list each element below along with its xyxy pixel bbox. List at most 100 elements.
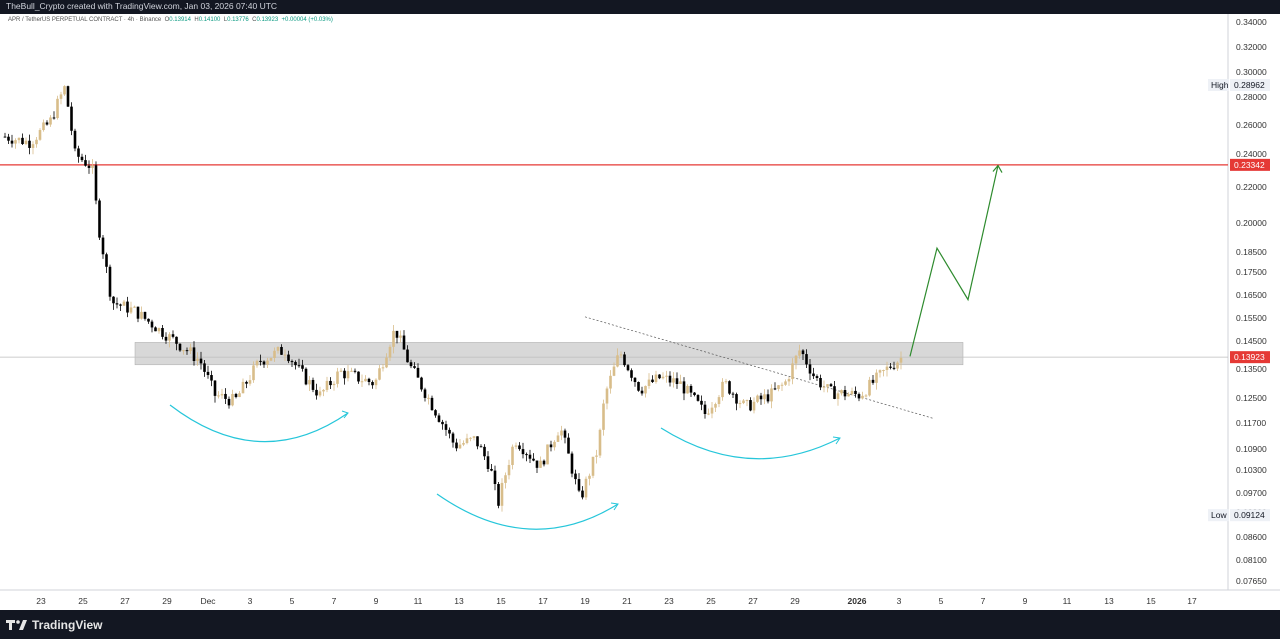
candle-body bbox=[878, 370, 882, 373]
candle-body bbox=[448, 429, 451, 434]
candle-body bbox=[840, 390, 843, 394]
candle-body bbox=[777, 385, 780, 389]
candle-body bbox=[143, 311, 147, 319]
symbol-legend: APR / TetherUS PERPETUAL CONTRACT · 4h ·… bbox=[8, 17, 333, 23]
candle-body bbox=[574, 473, 577, 480]
candle-body bbox=[294, 361, 297, 366]
candle-body bbox=[721, 381, 724, 398]
x-tick-label: 9 bbox=[1023, 596, 1028, 606]
candle-body bbox=[707, 413, 710, 415]
candle-body bbox=[63, 86, 66, 95]
candle-body bbox=[616, 355, 619, 367]
axis-price-tag: High bbox=[1211, 80, 1229, 90]
candle-body bbox=[122, 301, 126, 306]
candle-body bbox=[245, 381, 248, 384]
candle-body bbox=[458, 444, 462, 449]
candle-body bbox=[577, 479, 581, 491]
candle-body bbox=[581, 490, 584, 498]
candle-body bbox=[325, 380, 329, 390]
candle-body bbox=[595, 455, 598, 457]
candle-body bbox=[854, 390, 857, 395]
x-tick-label: 27 bbox=[120, 596, 130, 606]
candle-body bbox=[546, 444, 549, 465]
x-tick-label: 25 bbox=[706, 596, 716, 606]
candle-body bbox=[588, 475, 591, 479]
y-tick-label: 0.24000 bbox=[1236, 149, 1267, 159]
candle-body bbox=[563, 430, 567, 438]
candle-body bbox=[833, 386, 836, 399]
candle-body bbox=[469, 437, 472, 439]
legend-l-label: L bbox=[223, 17, 228, 23]
candle-body bbox=[94, 165, 98, 201]
candle-body bbox=[518, 445, 521, 450]
candle-body bbox=[35, 139, 38, 145]
x-tick-label: 17 bbox=[538, 596, 548, 606]
candle-body bbox=[626, 365, 630, 371]
candle-body bbox=[651, 379, 654, 383]
candle-body bbox=[805, 354, 808, 365]
x-tick-label: 5 bbox=[290, 596, 295, 606]
x-tick-label: 29 bbox=[790, 596, 800, 606]
candle-body bbox=[283, 354, 287, 356]
candle-body bbox=[374, 379, 378, 386]
x-tick-label: 21 bbox=[622, 596, 632, 606]
candle-body bbox=[476, 436, 479, 447]
candle-body bbox=[766, 394, 770, 402]
candle-body bbox=[483, 446, 486, 457]
candle-body bbox=[507, 465, 511, 476]
legend-open: 0.13914 bbox=[169, 17, 191, 23]
y-tick-label: 0.11700 bbox=[1236, 418, 1266, 428]
candle-body bbox=[392, 330, 395, 347]
candle-body bbox=[304, 368, 308, 385]
tradingview-logo-text: TradingView bbox=[32, 618, 103, 632]
candle-body bbox=[609, 375, 612, 389]
candle-body bbox=[861, 395, 864, 399]
candle-body bbox=[427, 397, 430, 399]
y-tick-label: 0.08100 bbox=[1236, 555, 1267, 565]
candle-body bbox=[210, 375, 213, 381]
candle-body bbox=[535, 460, 539, 468]
legend-h-label: H bbox=[194, 17, 199, 23]
candle-body bbox=[633, 377, 637, 383]
legend-change: +0.00004 (+0.03%) bbox=[281, 17, 333, 23]
candle-body bbox=[266, 360, 269, 365]
candle-body bbox=[395, 330, 399, 338]
candle-body bbox=[280, 347, 283, 355]
candle-body bbox=[675, 378, 679, 384]
candle-body bbox=[801, 350, 805, 355]
candle-body bbox=[70, 106, 73, 131]
candle-body bbox=[273, 350, 276, 358]
candle-body bbox=[700, 400, 703, 405]
candle-body bbox=[3, 136, 7, 138]
candle-body bbox=[528, 454, 532, 459]
tradingview-logo[interactable]: TradingView bbox=[6, 617, 102, 633]
candle-body bbox=[234, 393, 238, 398]
candle-body bbox=[696, 395, 700, 401]
candle-body bbox=[703, 404, 707, 415]
axis-price-tag-bg bbox=[1208, 509, 1229, 522]
candle-body bbox=[154, 327, 157, 332]
candle-body bbox=[119, 304, 122, 306]
candle-body bbox=[129, 307, 133, 313]
candle-body bbox=[465, 438, 469, 444]
candle-body bbox=[297, 365, 301, 367]
candle-body bbox=[157, 328, 161, 332]
y-tick-label: 0.10300 bbox=[1236, 465, 1267, 475]
candle-body bbox=[462, 443, 465, 445]
y-tick-label: 0.16500 bbox=[1236, 290, 1267, 300]
candle-body bbox=[147, 318, 150, 322]
candle-body bbox=[815, 376, 819, 379]
candle-body bbox=[490, 468, 493, 471]
candle-body bbox=[455, 442, 458, 449]
y-tick-label: 0.32000 bbox=[1236, 42, 1267, 52]
candle-body bbox=[276, 347, 280, 351]
candle-body bbox=[682, 381, 686, 394]
candle-body bbox=[108, 266, 112, 297]
x-tick-label: 27 bbox=[748, 596, 758, 606]
candle-body bbox=[679, 381, 682, 384]
candle-body bbox=[885, 366, 889, 371]
price-chart[interactable]: 0.34000 0.32000 0.30000 0.28000 0.26000 0.240… bbox=[0, 14, 1280, 610]
candle-body bbox=[798, 350, 801, 356]
candle-body bbox=[742, 400, 745, 404]
axis-price-label: 0.13923 bbox=[1234, 352, 1265, 362]
